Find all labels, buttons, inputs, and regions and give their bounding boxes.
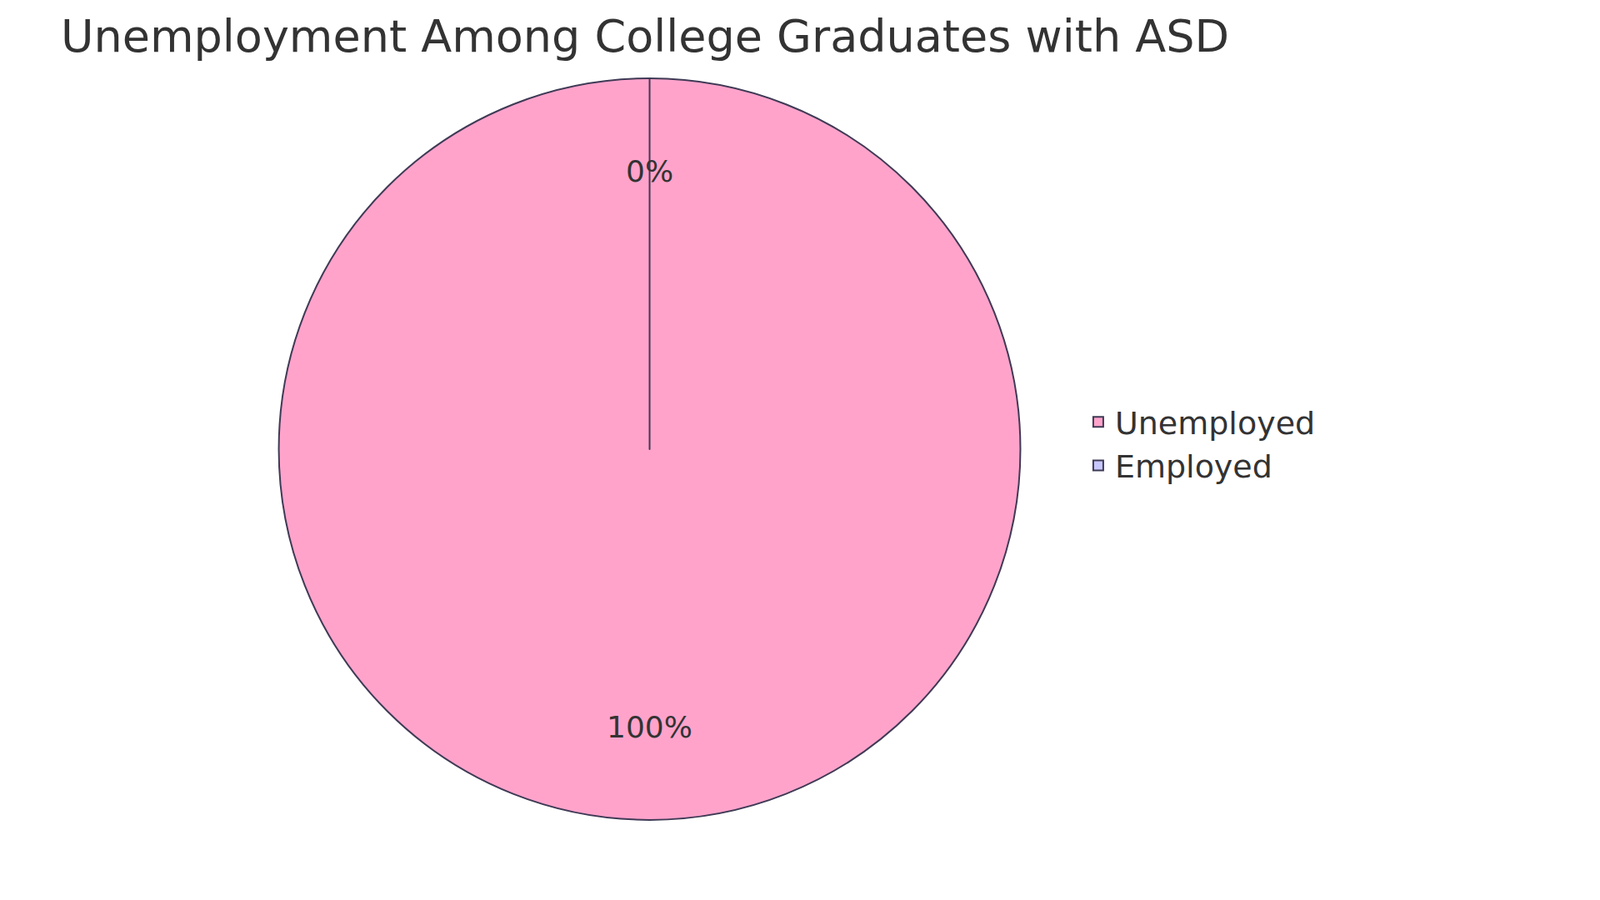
svg-text:Unemployment Among College Gra: Unemployment Among College Graduates wit… — [60, 10, 1230, 63]
svg-text:0%: 0% — [625, 154, 674, 189]
svg-text:Unemployed: Unemployed — [1115, 405, 1315, 442]
svg-text:Employed: Employed — [1115, 448, 1273, 485]
svg-text:100%: 100% — [606, 710, 693, 745]
